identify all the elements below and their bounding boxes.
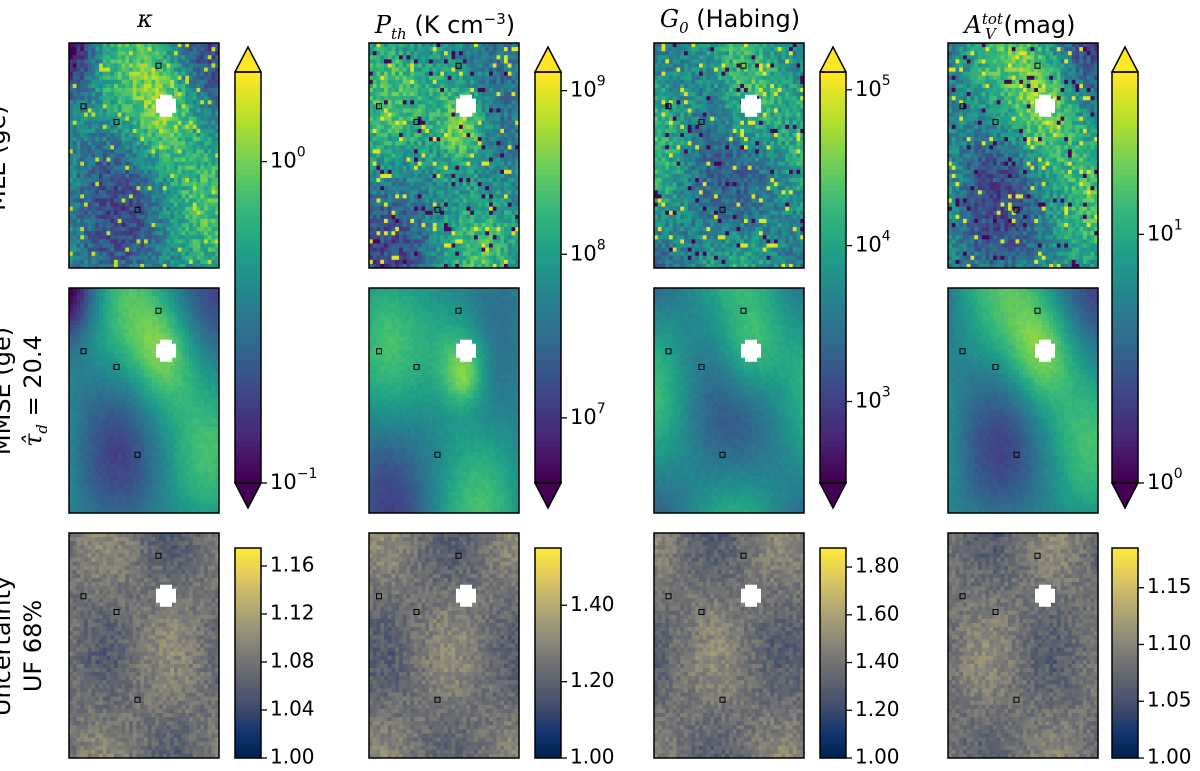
colorbar-tick-label: 101	[1147, 217, 1183, 245]
colorbar-tick-label: 1.80	[855, 554, 900, 578]
colorbar-extend-min	[820, 483, 846, 508]
colorbar-tick-label: 1.05	[1147, 688, 1192, 712]
map-panel-r2-c3	[948, 533, 1098, 758]
map-panel-r1-c3	[948, 288, 1098, 513]
colorbar-tick-label: 1.15	[1147, 574, 1192, 598]
colorbar-tick-label: 1.60	[855, 601, 900, 625]
colorbar-tick-label: 1.00	[855, 745, 900, 766]
colorbar-tick-label: 109	[570, 74, 606, 102]
colorbar-tick-label: 108	[570, 237, 606, 265]
map-panel-r0-c3	[948, 43, 1098, 268]
colorbar-viridis-2	[820, 47, 852, 508]
colorbar-tick-label: 1.10	[1147, 631, 1192, 655]
colorbar-cividis-3	[1112, 548, 1144, 759]
colorbar-extend-min	[235, 483, 261, 508]
colorbar-tick-label: 100	[1147, 466, 1183, 494]
map-panel-r2-c1	[369, 533, 519, 758]
colorbar-tick-label: 1.40	[855, 649, 900, 673]
colorbar-tick-label: 1.12	[270, 601, 315, 625]
map-panel-r2-c0	[69, 533, 219, 758]
colorbar-tick-label: 1.00	[1147, 745, 1192, 766]
colorbar-tick-label: 103	[855, 384, 891, 412]
colorbar-viridis-0	[235, 47, 267, 508]
map-panel-r1-c1	[369, 288, 519, 513]
colorbar-tick-label: 1.04	[270, 697, 315, 721]
colorbar-extend-max	[535, 47, 561, 72]
colorbar-tick-label: 1.16	[270, 553, 315, 577]
colorbar-tick-label: 107	[570, 401, 606, 429]
map-panel-r0-c1	[369, 43, 519, 268]
colorbar-extend-min	[1112, 483, 1138, 508]
map-panel-r0-c0	[69, 43, 219, 268]
colorbar-cividis-0	[235, 548, 267, 759]
colorbar-tick-label: 1.20	[855, 697, 900, 721]
colorbar-extend-max	[1112, 47, 1138, 72]
colorbar-tick-label: 1.08	[270, 649, 315, 673]
colorbar-extend-max	[235, 47, 261, 72]
map-panel-r1-c0	[69, 288, 219, 513]
colorbar-tick-label: 10−1	[270, 466, 317, 494]
colorbar-tick-label: 105	[855, 73, 891, 101]
map-panel-r1-c2	[654, 288, 804, 513]
colorbar-tick-label: 1.00	[270, 745, 315, 766]
map-panel-r2-c2	[654, 533, 804, 758]
colorbar-cividis-2	[820, 548, 852, 759]
colorbar-extend-max	[820, 47, 846, 72]
map-panel-r0-c2	[654, 43, 804, 268]
colorbar-tick-label: 1.40	[570, 592, 615, 616]
plot-canvas: 10−1 100 107 108 109 103 104 105 100 101 1.00 1.04 1…	[0, 0, 1200, 765]
colorbar-tick-label: 100	[270, 145, 306, 173]
figure: κ Pth (K cm−3) G0 (Habing) AtotV (mag) M…	[0, 0, 1200, 765]
colorbar-tick-label: 1.20	[570, 668, 615, 692]
colorbar-viridis-1	[535, 47, 567, 508]
colorbar-tick-label: 1.00	[570, 745, 615, 766]
colorbar-viridis-3	[1112, 47, 1144, 508]
colorbar-cividis-1	[535, 548, 567, 759]
colorbar-tick-label: 104	[855, 229, 891, 257]
colorbar-extend-min	[535, 483, 561, 508]
